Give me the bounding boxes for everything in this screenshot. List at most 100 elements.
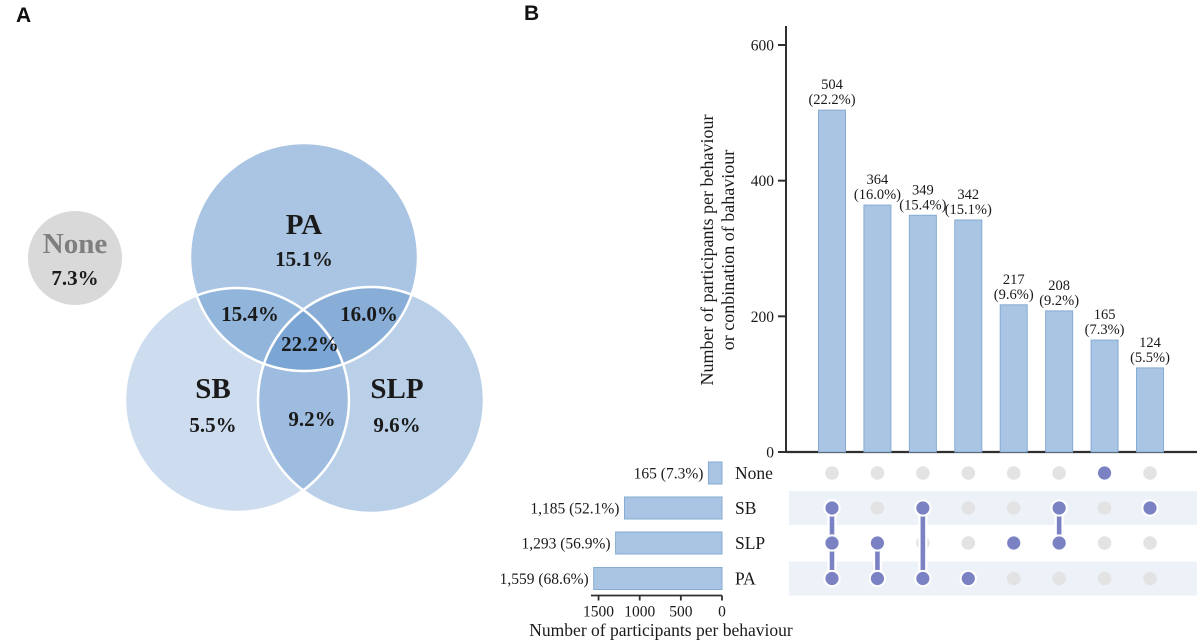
matrix-dot-active (823, 534, 841, 552)
venn-none-circle (28, 211, 122, 305)
matrix-dot-inactive (870, 466, 885, 480)
intersection-bar-label: 342 (15.1%) (945, 187, 992, 218)
matrix-dot-inactive (961, 536, 976, 550)
intersection-bar (818, 109, 846, 453)
y-axis-tick-label: 400 (751, 173, 775, 190)
set-size-value-label: 165 (7.3%) (634, 466, 704, 483)
matrix-dot-active (1005, 534, 1023, 552)
matrix-dot-inactive (916, 466, 930, 480)
intersection-bar-label: 165 (7.3%) (1085, 307, 1125, 338)
matrix-dot-inactive (961, 466, 976, 480)
matrix-dot-active (1095, 464, 1114, 482)
matrix-dot-inactive (1143, 466, 1157, 480)
venn-slp-label: SLP (370, 373, 423, 405)
bar-count: 124 (1139, 335, 1162, 351)
venn-pa-label: PA (286, 209, 323, 241)
intersection-bar (1136, 367, 1165, 453)
set-size-axis-title: Number of participants per behaviour (529, 620, 793, 640)
matrix-dot-inactive (1006, 501, 1021, 515)
bar-percent: (15.1%) (945, 202, 992, 218)
matrix-dot-active (1050, 534, 1068, 552)
matrix-dot-inactive (1143, 536, 1157, 550)
venn-circle-sb-outline (123, 286, 351, 514)
matrix-dot-inactive (1052, 466, 1066, 480)
matrix-dot-active (868, 569, 887, 588)
matrix-dot-inactive (1052, 571, 1066, 586)
set-size-tick-label: 0 (718, 604, 726, 621)
matrix-dot-inactive (1143, 571, 1157, 586)
intersection-bar-label: 124 (5.5%) (1130, 335, 1170, 366)
matrix-dot-active (823, 499, 841, 517)
y-axis-title-line1: Number of participants per behaviour (697, 115, 717, 386)
venn-none-pct: 7.3% (51, 266, 98, 290)
y-axis-tick-label: 200 (751, 309, 775, 326)
matrix-dot-inactive (870, 501, 885, 515)
matrix-dot-active (914, 569, 932, 588)
matrix-dot-inactive (1006, 466, 1021, 480)
bar-count: 208 (1048, 278, 1070, 294)
matrix-row-stripe-sb (789, 491, 1197, 525)
set-size-value-label: 1,293 (56.9%) (521, 536, 610, 553)
set-size-value-label: 1,185 (52.1%) (530, 501, 619, 518)
bar-count: 165 (1094, 307, 1116, 323)
matrix-dot-inactive (1097, 571, 1112, 586)
bar-count: 504 (821, 77, 844, 93)
intersection-bar (1090, 339, 1119, 453)
intersection-bar (954, 219, 983, 453)
matrix-dot-inactive (1006, 571, 1021, 586)
intersection-bar (1045, 310, 1074, 453)
set-size-tick-label: 1000 (624, 604, 655, 621)
matrix-dot-inactive (1097, 501, 1112, 515)
matrix-row-stripe-pa (789, 561, 1197, 596)
venn-diagram: None 7.3% PA 15.1% SB 5.5% SLP 9.6% 15.4… (28, 141, 486, 515)
bar-count: 217 (1003, 272, 1025, 288)
bar-percent: (9.6%) (994, 287, 1034, 303)
venn-pa-sb-pct: 15.4% (221, 302, 279, 326)
set-size-value-label: 1,559 (68.6%) (500, 571, 589, 588)
bar-percent: (7.3%) (1085, 322, 1125, 338)
venn-sb-label: SB (195, 373, 230, 405)
venn-circle-slp-outline (256, 285, 486, 515)
venn-pa-pct: 15.1% (275, 247, 333, 271)
matrix-dot-active (1141, 499, 1159, 517)
matrix-dot-active (823, 569, 841, 588)
bar-percent: (5.5%) (1130, 350, 1170, 366)
panel-b-label: B (524, 2, 540, 25)
y-axis-title-line2: or conbination of bahaviour (718, 150, 738, 350)
matrix-dot-active (914, 499, 932, 517)
matrix-dot-inactive (1097, 536, 1112, 550)
intersection-bar (999, 304, 1028, 453)
venn-center-pct: 22.2% (281, 332, 339, 356)
matrix-dot-active (868, 534, 887, 552)
matrix-row-label: SB (735, 498, 756, 518)
venn-sb-slp-pct: 9.2% (288, 407, 335, 431)
matrix-row-label: None (735, 463, 773, 483)
matrix-dot-active (959, 569, 977, 588)
intersection-bar (908, 214, 937, 453)
intersection-bar-label: 217 (9.6%) (994, 272, 1034, 303)
matrix-row-label: PA (735, 569, 756, 589)
venn-sb-pct: 5.5% (189, 413, 236, 437)
intersection-bar-label: 208 (9.2%) (1039, 278, 1079, 309)
intersection-bar (863, 204, 892, 453)
bar-count: 349 (912, 182, 934, 198)
set-size-bar (615, 531, 723, 555)
set-size-tick-label: 1500 (583, 604, 614, 621)
bar-percent: (15.4%) (899, 197, 946, 213)
venn-circle-pa (190, 143, 418, 371)
matrix-dot-active (1050, 499, 1068, 517)
y-axis-title: Number of participants per behaviouror c… (697, 115, 738, 386)
y-axis-tick-label: 0 (766, 445, 774, 462)
venn-pa-slp-pct: 16.0% (340, 302, 398, 326)
set-size-bar (707, 461, 723, 485)
intersection-bar-label: 504 (22.2%) (808, 77, 855, 108)
intersection-bar-label: 364 (16.0%) (854, 172, 901, 203)
venn-circle-pa-outline (188, 141, 420, 373)
set-size-tick-label: 500 (669, 604, 693, 621)
set-size-bar (593, 567, 723, 590)
venn-none-label: None (43, 228, 108, 260)
matrix-dot-inactive (961, 501, 976, 515)
bar-percent: (16.0%) (854, 187, 901, 203)
